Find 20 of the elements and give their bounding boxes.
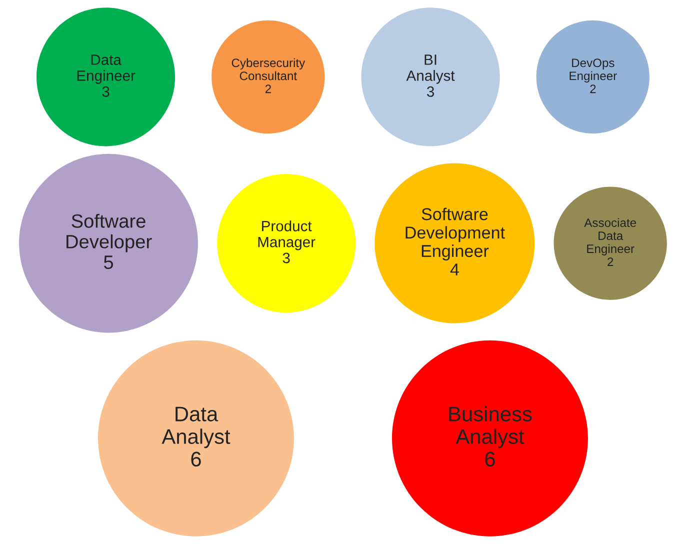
data-label: 2 [265, 84, 271, 94]
data-label: 3 [102, 86, 110, 97]
category-label: BI Analyst [406, 54, 455, 84]
category-label: Business Analyst [449, 406, 532, 448]
data-label: 4 [450, 264, 459, 276]
data-label: 2 [590, 84, 596, 94]
category-label: Associate Data Engineer [584, 218, 636, 256]
category-label: Software Developer [66, 214, 152, 252]
category-label: DevOps Engineer [570, 58, 617, 83]
category-label: Data Analyst [162, 406, 230, 448]
category-label: Product Manager [258, 220, 316, 250]
category-label: Cybersecurity Consultant [232, 58, 306, 80]
category-label: Data Engineer [77, 54, 136, 84]
data-label: 3 [426, 86, 434, 97]
category-label: Software Development Engineer [406, 208, 505, 260]
data-label: 2 [608, 258, 614, 266]
data-label: 3 [282, 252, 290, 264]
data-label: 6 [485, 452, 495, 467]
data-label: 5 [104, 256, 114, 270]
data-label: 6 [191, 452, 201, 467]
